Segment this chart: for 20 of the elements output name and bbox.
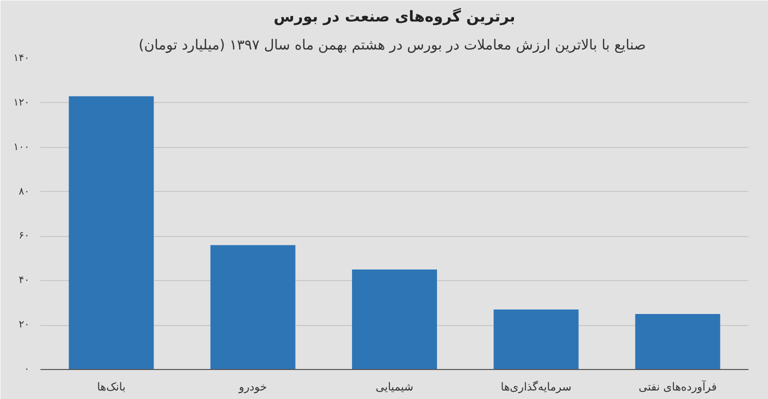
y-tick-label: ۱۴۰ bbox=[13, 53, 30, 64]
x-tick-label: فرآورده‌های نفتی bbox=[638, 380, 717, 394]
bar bbox=[635, 314, 720, 370]
bar bbox=[494, 310, 579, 370]
y-tick-label: ۰ bbox=[24, 364, 30, 375]
y-tick-label: ۱۰۰ bbox=[13, 142, 30, 153]
y-tick-label: ۴۰ bbox=[18, 275, 30, 286]
bar bbox=[210, 245, 296, 370]
x-tick-label: خودرو bbox=[238, 380, 267, 394]
x-tick-label: بانک‌ها bbox=[97, 380, 126, 394]
x-tick-label: شیمیایی bbox=[376, 380, 414, 394]
y-tick-label: ۶۰ bbox=[18, 230, 30, 242]
y-tick-label: ۲۰ bbox=[18, 320, 30, 331]
x-tick-label: سرمایه‌گذاری‌ها bbox=[500, 380, 572, 394]
bar bbox=[352, 270, 437, 370]
chart-title: برترین گروه‌های صنعت در بورس bbox=[274, 8, 516, 26]
bar bbox=[68, 96, 154, 370]
y-tick-label: ۸۰ bbox=[18, 186, 30, 198]
chart-subtitle: صنایع با بالاترین ارزش معاملات در بورس در هشتم بهمن ماه سال ۱۳۹۷ (میلیارد تومان) bbox=[138, 38, 646, 54]
y-tick-label: ۱۲۰ bbox=[13, 97, 30, 108]
